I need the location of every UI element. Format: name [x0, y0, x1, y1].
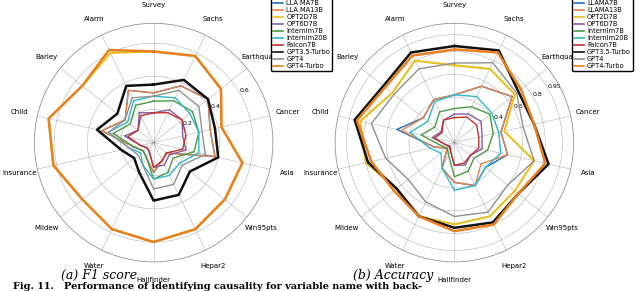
Legend: LLAMA7B, LLAMA13B, OPT2D7B, OPT6D7B, Internlm7B, Internlm20B, Falcon7B, GPT3.5-T: LLAMA7B, LLAMA13B, OPT2D7B, OPT6D7B, Int… [572, 0, 633, 71]
Legend: LLA MA7B, LLA MA13B, OPT2D7B, OPT6D7B, Internlm7B, Internlm20B, Falcon7B, GPT3.5: LLA MA7B, LLA MA13B, OPT2D7B, OPT6D7B, I… [271, 0, 332, 71]
Text: Fig. 11.   Performance of identifying causality for variable name with back-: Fig. 11. Performance of identifying caus… [13, 282, 422, 291]
Text: (b) Accuracy: (b) Accuracy [353, 269, 434, 282]
Text: (a) F1 score: (a) F1 score [61, 269, 137, 282]
